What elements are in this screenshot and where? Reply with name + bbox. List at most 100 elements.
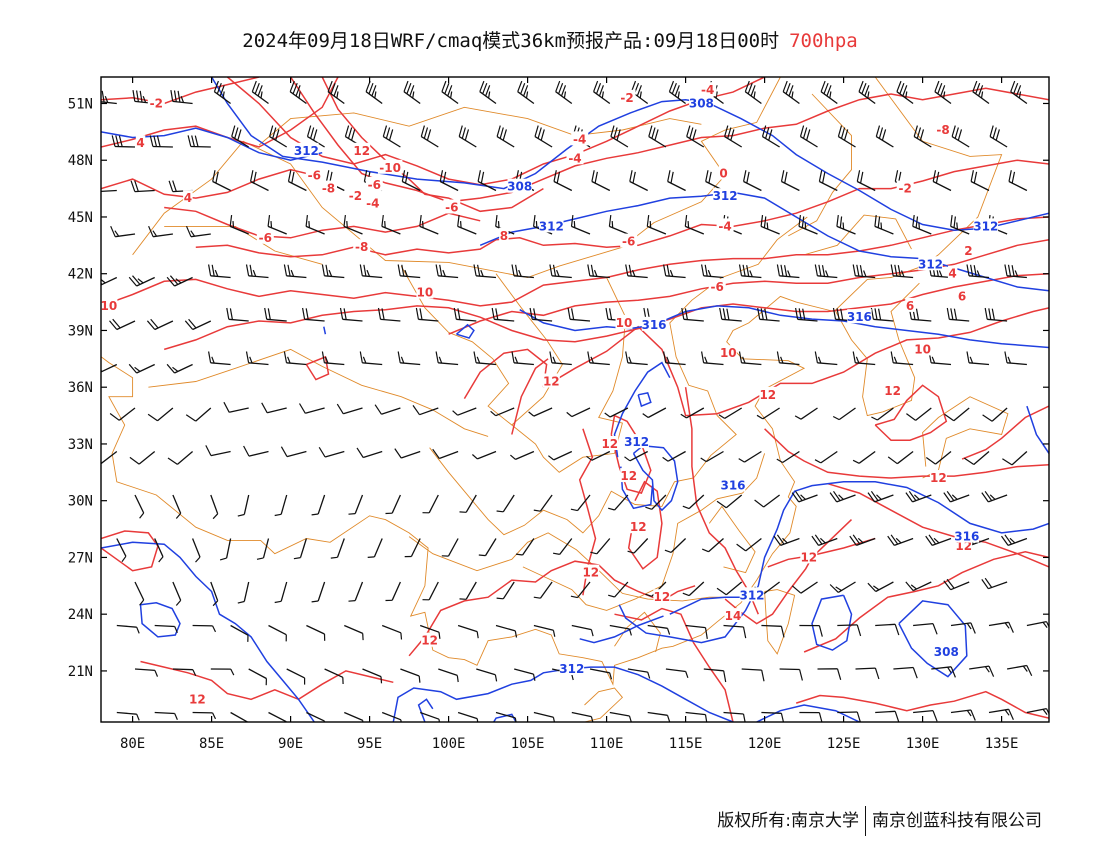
temperature-contour bbox=[101, 77, 260, 105]
wind-barb bbox=[192, 624, 217, 633]
wind-barb bbox=[128, 363, 155, 374]
wind-barb bbox=[925, 534, 952, 547]
wind-barb bbox=[274, 581, 288, 604]
temperature-label: 4 bbox=[948, 267, 956, 281]
wind-barb bbox=[852, 450, 876, 464]
wind-barb bbox=[1004, 264, 1027, 279]
temperature-label: -6 bbox=[368, 178, 381, 192]
wind-barb bbox=[473, 351, 497, 366]
lat-label: 33N bbox=[68, 437, 93, 453]
wind-barb bbox=[321, 351, 345, 366]
wind-barb bbox=[681, 307, 704, 322]
wind-barb bbox=[761, 125, 780, 148]
wind-barb bbox=[397, 264, 421, 279]
temperature-label: -6 bbox=[711, 280, 724, 294]
label-bg bbox=[914, 341, 932, 356]
geopotential-label: 312 bbox=[539, 219, 564, 233]
wind-barb bbox=[587, 351, 610, 366]
wind-barb bbox=[818, 170, 838, 192]
wind-barb bbox=[420, 125, 439, 148]
wind-barb bbox=[836, 215, 856, 235]
label-bg bbox=[559, 661, 585, 675]
wind-barb bbox=[795, 307, 818, 322]
wind-barb bbox=[344, 711, 364, 722]
wind-barb bbox=[116, 711, 140, 721]
wind-barb bbox=[472, 450, 497, 460]
wind-barb bbox=[147, 407, 174, 422]
wind-barb bbox=[397, 351, 421, 366]
wind-barb bbox=[928, 351, 952, 366]
wind-barb bbox=[129, 450, 156, 465]
wind-barb bbox=[154, 711, 178, 720]
wind-barb bbox=[491, 307, 515, 322]
wind-barb bbox=[185, 225, 211, 238]
wind-barb bbox=[336, 403, 363, 415]
wind-barb bbox=[890, 351, 914, 366]
wind-barb bbox=[394, 448, 421, 459]
wind-barb bbox=[913, 709, 938, 722]
wind-barb bbox=[829, 490, 856, 503]
wind-barb bbox=[168, 180, 193, 193]
wind-barb bbox=[553, 170, 573, 192]
wind-barb bbox=[256, 538, 270, 560]
wind-barb bbox=[791, 581, 818, 594]
label-bg bbox=[305, 167, 323, 182]
wind-barb bbox=[624, 450, 649, 462]
wind-barb bbox=[306, 624, 326, 641]
temperature-contour bbox=[321, 77, 544, 213]
temperature-label: 10 bbox=[914, 342, 931, 356]
wind-barb bbox=[362, 668, 383, 684]
wind-barb bbox=[533, 581, 553, 599]
geopotential-label: 308 bbox=[689, 97, 714, 111]
geopotential-contour bbox=[479, 191, 1049, 292]
temperature-contour bbox=[614, 607, 734, 722]
geopotential-label: 312 bbox=[294, 144, 319, 158]
wind-barb bbox=[780, 170, 800, 192]
wind-barb bbox=[223, 401, 249, 413]
wind-barb bbox=[167, 451, 194, 465]
wind-barb bbox=[438, 668, 459, 683]
wind-barb bbox=[871, 407, 894, 421]
wind-barb bbox=[229, 215, 249, 235]
wind-barb bbox=[213, 80, 231, 105]
wind-barb bbox=[478, 538, 497, 557]
wind-barb bbox=[359, 351, 383, 366]
wind-barb bbox=[533, 494, 553, 512]
copyright-footer: 版权所有:南京大学 南京创蓝科技有限公司 bbox=[717, 806, 1042, 836]
wind-barb bbox=[533, 711, 556, 722]
label-bg bbox=[724, 608, 742, 623]
wind-barb bbox=[951, 125, 970, 148]
wind-barb bbox=[248, 668, 267, 686]
wind-barb bbox=[268, 711, 287, 722]
wind-barb bbox=[116, 624, 140, 634]
wind-barb bbox=[662, 450, 686, 462]
wind-barb bbox=[855, 667, 880, 680]
wind-barb bbox=[1010, 80, 1028, 105]
label-bg bbox=[507, 178, 532, 193]
wind-barb bbox=[250, 170, 269, 192]
wind-barb bbox=[849, 534, 876, 547]
wind-barb bbox=[875, 125, 894, 148]
wind-barb bbox=[814, 264, 838, 279]
wind-barb bbox=[776, 450, 800, 464]
label-bg bbox=[739, 587, 765, 602]
geopotential-contour bbox=[811, 594, 853, 651]
wind-barb bbox=[686, 125, 705, 148]
wind-barb bbox=[268, 624, 287, 642]
wind-barb bbox=[116, 538, 127, 563]
wind-barb bbox=[356, 447, 383, 459]
temperature-contour bbox=[803, 551, 1049, 653]
label-bg bbox=[256, 229, 274, 244]
geopotential-contour bbox=[139, 602, 181, 638]
label-bg bbox=[416, 284, 434, 299]
wind-barb bbox=[664, 538, 687, 553]
temperature-label: -8 bbox=[322, 182, 335, 196]
wind-barb bbox=[776, 351, 800, 366]
wind-barb bbox=[251, 80, 269, 105]
wind-barb bbox=[459, 494, 477, 513]
temperature-label: -2 bbox=[620, 91, 633, 105]
lon-label: 85E bbox=[199, 736, 224, 752]
wind-barb bbox=[680, 407, 705, 419]
temperature-label: -6 bbox=[622, 235, 635, 249]
geopotential-label: 316 bbox=[954, 530, 979, 544]
